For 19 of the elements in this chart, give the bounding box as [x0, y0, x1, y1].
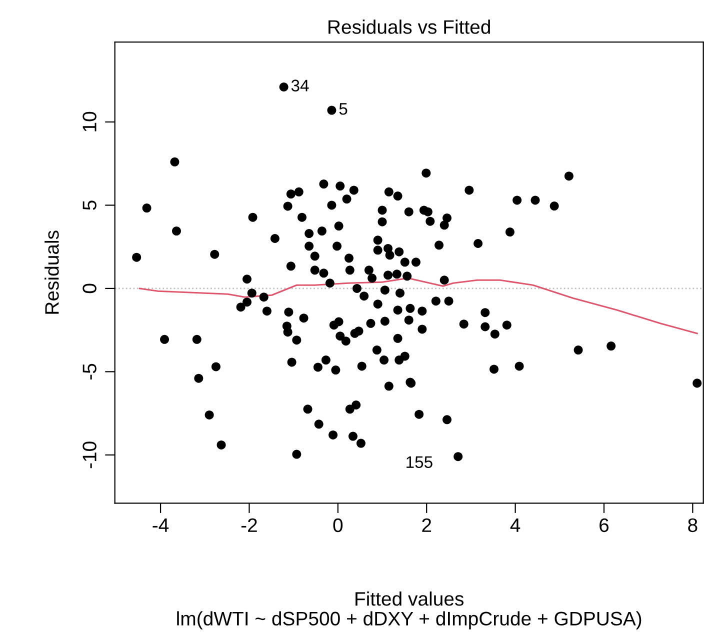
y-axis-title: Residuals	[44, 230, 59, 314]
chart-title: Residuals vs Fitted	[328, 20, 490, 34]
x-tick-label: 2	[422, 518, 432, 532]
y-tick-label: -10	[82, 442, 96, 468]
x-tick-label: 0	[333, 518, 343, 532]
x-tick-label: -2	[241, 518, 257, 532]
y-tick-label: 10	[82, 112, 96, 132]
annotation: 155	[406, 456, 432, 468]
y-tick-label: -5	[82, 364, 96, 380]
x-tick-label: 6	[600, 518, 609, 532]
y-tick-label: 0	[82, 284, 96, 294]
annotation: 34	[291, 80, 309, 92]
x-tick-label: 4	[510, 518, 520, 532]
x-tick-label: -4	[152, 518, 169, 532]
text: lm(dWTI ~ dSP500 + dDXY + dImpCrude + GDPUSA)	[177, 611, 642, 630]
x-tick-label: 8	[688, 518, 698, 532]
y-tick-label: 5	[82, 200, 96, 210]
x-axis-title: Fitted values	[356, 591, 464, 606]
annotation: 5	[339, 103, 348, 115]
